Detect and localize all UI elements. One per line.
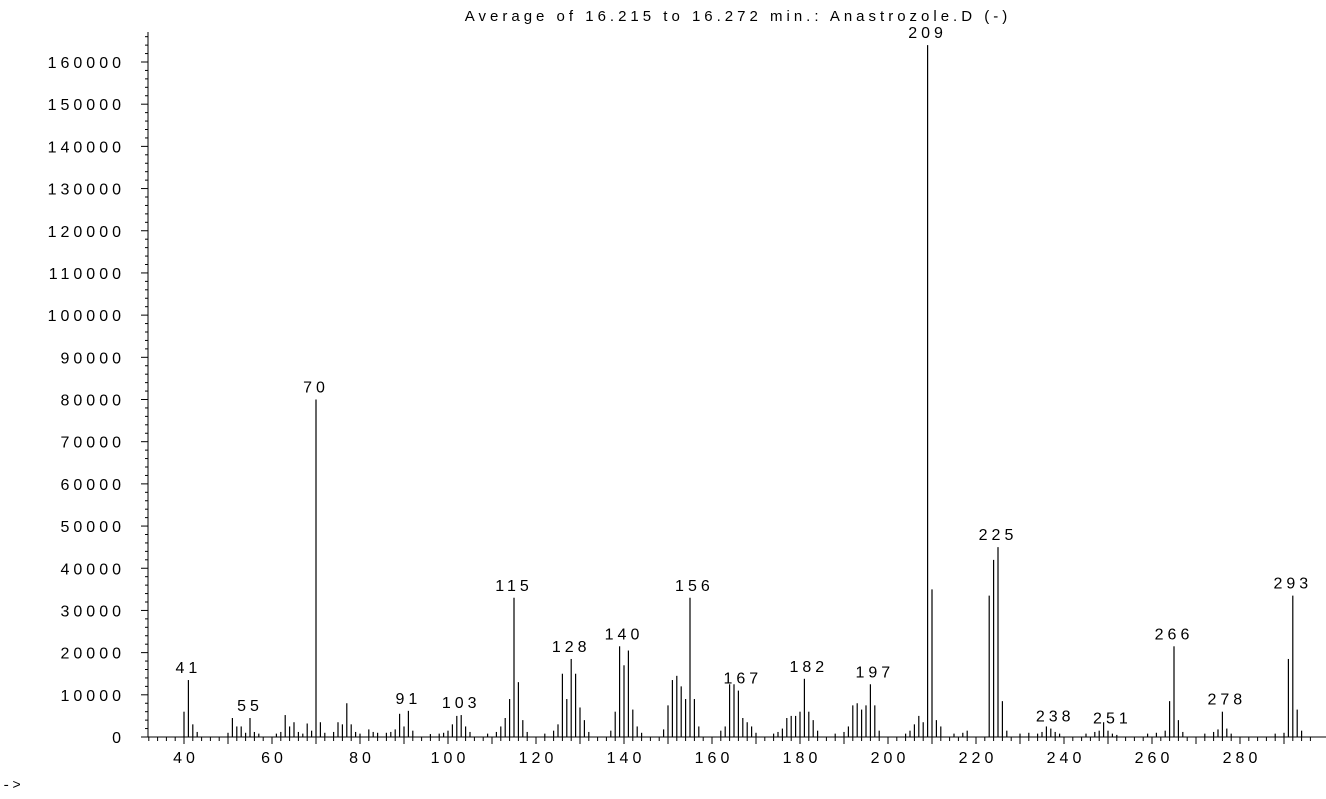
y-tick-label: 10000 <box>61 688 126 705</box>
x-tick-label: 80 <box>349 750 375 767</box>
y-tick-label: 130000 <box>48 182 125 199</box>
y-axis: 0 10000 20000 30000 40000 50000 60000 70000 8000… <box>48 32 149 747</box>
peak-label: 167 <box>723 671 762 688</box>
y-tick-label: 50000 <box>61 519 126 536</box>
peak-label: 251 <box>1093 711 1132 728</box>
x-tick-label: 40 <box>173 750 199 767</box>
y-tick-label: 70000 <box>61 435 126 452</box>
y-tick-label: 60000 <box>61 477 126 494</box>
y-tick-label: 110000 <box>49 266 125 283</box>
y-tick-label: 160000 <box>48 55 125 72</box>
peak-label: 266 <box>1155 626 1194 643</box>
peak-label: 55 <box>237 698 263 715</box>
footer-arrow: -> <box>2 778 23 794</box>
peak-label: 209 <box>908 25 947 42</box>
y-tick-label: 140000 <box>48 139 125 156</box>
peak-label: 182 <box>789 659 828 676</box>
peak-label: 293 <box>1273 576 1312 593</box>
y-tick-label: 100000 <box>48 308 125 325</box>
peak-label: 128 <box>552 639 591 656</box>
peak-label: 197 <box>855 664 894 681</box>
chart-title: Average of 16.215 to 16.272 min.: Anastr… <box>465 8 1011 25</box>
peak-bars <box>183 45 1303 737</box>
peak-label: 156 <box>675 578 714 595</box>
peak-label: 225 <box>979 527 1018 544</box>
peak-label: 238 <box>1036 709 1075 726</box>
y-tick-label: 20000 <box>61 646 126 663</box>
x-tick-label: 200 <box>871 750 910 767</box>
x-tick-label: 220 <box>959 750 998 767</box>
x-tick-label: 240 <box>1047 750 1086 767</box>
peak-label: 115 <box>495 578 533 595</box>
x-tick-label: 280 <box>1223 750 1262 767</box>
x-tick-label: 180 <box>783 750 822 767</box>
peak-labels: 41 55 70 91 103 115 128 140 156 167 182 197 209 225 23… <box>176 25 1312 728</box>
y-tick-label: 150000 <box>48 97 125 114</box>
x-axis: 40 60 80 100 120 140 160 180 200 220 240 260 280 <box>148 736 1326 767</box>
x-tick-label: 260 <box>1135 750 1174 767</box>
x-tick-label: 160 <box>695 750 734 767</box>
x-tick-label: 140 <box>607 750 646 767</box>
peak-label: 103 <box>442 695 481 712</box>
x-tick-label: 60 <box>261 750 287 767</box>
y-tick-label: 40000 <box>61 561 126 578</box>
peak-label: 91 <box>396 691 422 708</box>
y-tick-label: 90000 <box>61 350 126 367</box>
peak-label: 41 <box>176 660 202 677</box>
y-tick-label: 0 <box>112 730 125 747</box>
x-tick-label: 100 <box>431 750 470 767</box>
peak-label: 70 <box>303 380 329 397</box>
peak-label: 140 <box>605 626 644 643</box>
y-tick-label: 120000 <box>48 224 125 241</box>
y-tick-label: 30000 <box>61 603 126 620</box>
y-tick-label: 80000 <box>61 393 126 410</box>
peak-label: 278 <box>1207 692 1246 709</box>
x-tick-label: 120 <box>519 750 558 767</box>
